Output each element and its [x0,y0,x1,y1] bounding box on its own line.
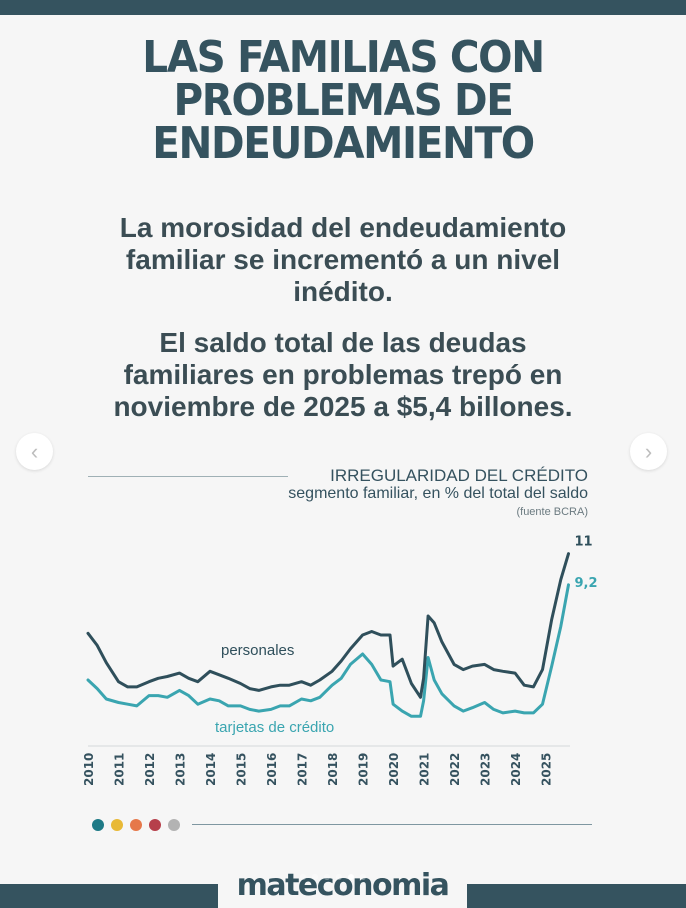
color-dot [130,819,142,831]
color-dot [149,819,161,831]
chevron-left-icon: ‹ [30,438,39,464]
chart-title: IRREGULARIDAD DEL CRÉDITO [330,466,588,485]
pager-dot[interactable] [348,874,354,880]
annotation-personales: personales [221,642,294,659]
pager-dot[interactable] [360,874,366,880]
bottom-bar-right [467,884,686,908]
color-dots [92,819,180,831]
series-line-personales [86,552,570,699]
bottom-bar-left [0,884,218,908]
x-tick-label: 2023 [479,753,493,786]
pager-dot[interactable] [324,874,330,880]
subtitle-line: familiares en problemas trepó en [123,359,563,390]
prev-slide-button[interactable]: ‹ [16,433,53,470]
x-tick-label: 2024 [509,753,523,786]
top-bar [0,0,686,15]
x-tick-label: 2012 [143,753,157,786]
footer-rule [192,824,592,825]
title-line: PROBLEMAS DE [173,75,513,126]
x-tick-label: 2011 [113,753,127,786]
subtitle-saldo: El saldo total de las deudas familiares … [0,327,686,423]
chart-subtitle: segmento familiar, en % del total del sa… [288,485,588,502]
subtitle-line: El saldo total de las deudas [159,327,527,358]
x-tick-label: 2016 [265,753,279,786]
x-tick-label: 2020 [387,753,401,786]
chart-header-rule [88,476,288,477]
pager-dot[interactable] [312,874,318,880]
x-tick-label: 2017 [296,753,310,786]
x-tick-label: 2014 [204,753,218,786]
x-tick-label: 2018 [326,753,340,786]
chart-source: (fuente BCRA) [516,506,588,518]
color-dot [92,819,104,831]
end-value-label: 11 [574,535,592,550]
color-dot [111,819,123,831]
x-tick-label: 2019 [357,753,371,786]
title-line: ENDEUDAMIENTO [152,118,535,169]
chevron-right-icon: › [644,438,653,464]
subtitle-morosidad: La morosidad del endeudamiento familiar … [0,212,686,308]
page-title: LAS FAMILIAS CON PROBLEMAS DE ENDEUDAMIE… [27,32,658,169]
series-line-tarjetas-de-cr-dito [86,583,570,718]
x-tick-label: 2022 [448,753,462,786]
brand-logo: mateconomia [236,868,450,903]
x-tick-label: 2015 [235,753,249,786]
subtitle-line: familiar se incrementó a un nivel [125,244,561,275]
color-dot [168,819,180,831]
carousel-pager [300,874,366,880]
end-value-label: 9,2 [574,576,597,591]
next-slide-button[interactable]: › [630,433,667,470]
x-tick-label: 2025 [540,753,554,786]
subtitle-line: inédito. [293,276,393,307]
x-tick-label: 2010 [82,753,96,786]
subtitle-line: noviembre de 2025 a $5,4 billones. [113,391,573,422]
x-tick-label: 2021 [418,753,432,786]
pager-dot[interactable] [336,874,342,880]
title-line: LAS FAMILIAS CON [142,32,545,83]
pager-dot[interactable] [300,874,306,880]
x-tick-label: 2013 [174,753,188,786]
subtitle-line: La morosidad del endeudamiento [119,212,567,243]
annotation-tarjetas: tarjetas de crédito [215,719,334,736]
